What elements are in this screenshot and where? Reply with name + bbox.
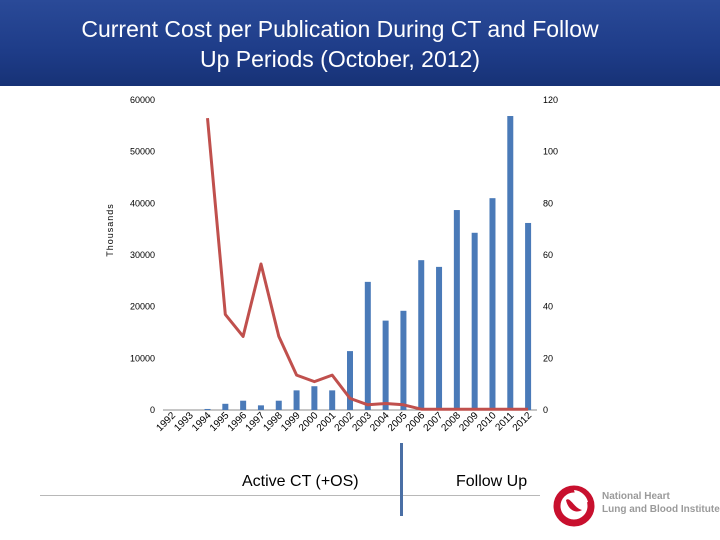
bar-2010	[489, 198, 496, 410]
bar-1995	[222, 403, 229, 410]
x-tick-label-2009: 2009	[457, 410, 481, 434]
y-left-tick-label: 50000	[130, 147, 155, 157]
x-tick-label-1999: 1999	[279, 410, 303, 434]
y-right-tick-label: 20	[543, 353, 553, 363]
bar-2007	[436, 266, 443, 410]
x-tick-label-2002: 2002	[333, 410, 357, 434]
y-left-tick-label: 20000	[130, 302, 155, 312]
title-banner: Current Cost per Publication During CT a…	[0, 0, 720, 86]
y-left-tick-label: 40000	[130, 198, 155, 208]
nhlbi-logo-text: National Heart Lung and Blood Institute	[602, 490, 720, 516]
bar-1998	[275, 400, 282, 410]
x-tick-label-1996: 1996	[226, 410, 250, 434]
period-label-follow-up: Follow Up	[456, 473, 528, 490]
x-tick-label-1994: 1994	[190, 410, 214, 434]
line-series	[206, 117, 529, 411]
bar-2000	[311, 386, 318, 410]
bar-series	[204, 116, 532, 411]
y-left-tick-label: 10000	[130, 353, 155, 363]
bar-2011	[507, 116, 514, 411]
bar-2005	[400, 310, 407, 410]
x-tick-label-2010: 2010	[475, 410, 499, 434]
y-left-tick-label: 30000	[130, 250, 155, 260]
bar-1996	[240, 400, 247, 410]
x-tick-label-2003: 2003	[350, 410, 374, 434]
x-tick-label-2006: 2006	[404, 410, 428, 434]
x-tick-label-2005: 2005	[386, 410, 410, 434]
bar-2002	[347, 351, 353, 410]
bar-2012	[525, 222, 532, 410]
y-right-tick-label: 100	[543, 147, 558, 157]
bar-2006	[418, 260, 425, 410]
y-right-tick-label: 40	[543, 302, 553, 312]
bar-1997	[257, 405, 264, 410]
y-left-tick-label: 0	[150, 405, 155, 415]
period-divider	[400, 443, 403, 516]
x-tick-label-1993: 1993	[172, 410, 196, 434]
y-left-tick-label: 60000	[130, 95, 155, 105]
x-tick-label-1997: 1997	[244, 410, 268, 434]
y-right-tick-label: 80	[543, 198, 553, 208]
page-title-line-2: Up Periods (October, 2012)	[200, 46, 480, 72]
cost-per-publication-line	[206, 117, 529, 411]
x-tick-label-2004: 2004	[368, 410, 392, 434]
footer-divider-line	[40, 495, 540, 496]
bar-2001	[329, 390, 336, 410]
page-title: Current Cost per Publication During CT a…	[20, 14, 660, 74]
nhlbi-emblem-icon	[553, 485, 595, 527]
nhlbi-logo: National Heart Lung and Blood Institute	[552, 484, 720, 532]
bar-2004	[382, 320, 389, 410]
logo-line-1: National Heart	[602, 491, 670, 502]
y-right-tick-label: 0	[543, 405, 548, 415]
x-tick-label-2000: 2000	[297, 410, 321, 434]
x-tick-label-2012: 2012	[511, 410, 535, 434]
period-label-active-ct: Active CT (+OS)	[242, 473, 359, 490]
bar-2003	[364, 281, 371, 410]
y-left-axis-title: Thousands	[105, 203, 115, 257]
bar-2008	[453, 210, 460, 410]
y-right-tick-label: 120	[543, 95, 558, 105]
x-tick-label-2008: 2008	[440, 410, 464, 434]
bar-1999	[293, 390, 300, 410]
x-tick-label-1992: 1992	[155, 410, 179, 434]
bar-1994	[204, 408, 211, 410]
bar-2009	[471, 232, 478, 410]
x-tick-label-2007: 2007	[422, 410, 446, 434]
x-tick-label-2001: 2001	[315, 410, 339, 434]
logo-line-2: Lung and Blood Institute	[602, 504, 720, 515]
y-right-tick-label: 60	[543, 250, 553, 260]
x-tick-label-1998: 1998	[261, 410, 285, 434]
x-tick-label-1995: 1995	[208, 410, 232, 434]
page-title-line-1: Current Cost per Publication During CT a…	[81, 16, 599, 42]
